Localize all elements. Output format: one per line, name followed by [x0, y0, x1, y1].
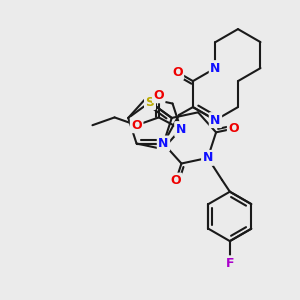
Text: O: O — [153, 89, 164, 102]
Text: S: S — [146, 96, 154, 109]
Text: N: N — [202, 152, 213, 164]
Text: N: N — [176, 123, 186, 136]
Text: N: N — [210, 61, 220, 75]
Text: N: N — [210, 114, 220, 127]
Text: F: F — [226, 257, 234, 270]
Text: O: O — [228, 122, 239, 135]
Text: O: O — [171, 174, 181, 187]
Text: O: O — [172, 66, 183, 79]
Text: O: O — [131, 119, 142, 132]
Text: N: N — [158, 137, 169, 150]
